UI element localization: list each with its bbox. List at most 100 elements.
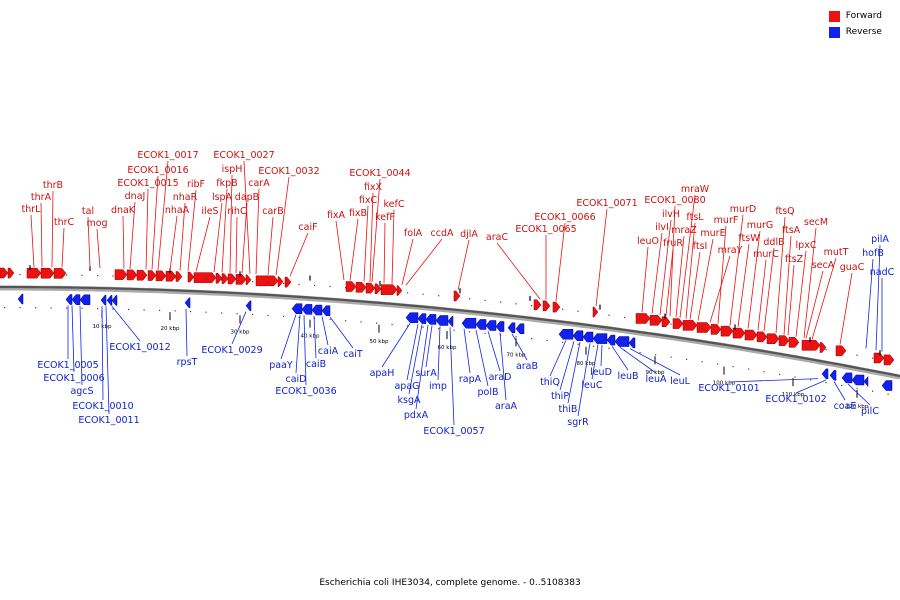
forward-label-leader bbox=[157, 160, 169, 270]
position-dot-lower bbox=[50, 307, 52, 309]
reverse-gene-arrow bbox=[245, 300, 252, 312]
reverse-gene-label: hofB bbox=[862, 248, 884, 259]
forward-gene-label: guaC bbox=[840, 262, 865, 273]
position-dot-upper bbox=[655, 321, 657, 323]
reverse-gene-arrow bbox=[425, 314, 437, 325]
position-dot-lower bbox=[422, 326, 424, 328]
reverse-gene-label: thiP bbox=[551, 391, 569, 402]
forward-label-leader bbox=[87, 216, 91, 268]
forward-swatch bbox=[828, 10, 840, 22]
reverse-gene-arrow bbox=[321, 305, 331, 316]
position-dot-upper bbox=[50, 274, 52, 276]
reverse-gene-label: ECOK1_0101 bbox=[698, 383, 759, 394]
genome-caption: Escherichia coli IHE3034, complete genom… bbox=[319, 578, 581, 588]
position-dot-upper bbox=[670, 323, 672, 325]
reverse-gene-label: apaG bbox=[394, 381, 419, 392]
position-dot-lower bbox=[314, 317, 316, 319]
forward-gene-arrow bbox=[732, 327, 746, 339]
forward-gene-arrow bbox=[277, 276, 284, 287]
reverse-label-leader bbox=[591, 344, 599, 380]
forward-gene-label: fixC bbox=[359, 195, 378, 206]
forward-gene-label: kefF bbox=[375, 212, 395, 223]
reverse-gene-label: pilA bbox=[871, 234, 889, 245]
reverse-label-leader bbox=[577, 343, 591, 417]
forward-gene-label: murD bbox=[730, 204, 757, 215]
position-dot-lower bbox=[562, 341, 564, 343]
position-dot-upper bbox=[159, 276, 161, 278]
position-dot-upper bbox=[97, 275, 99, 277]
forward-gene-label: thrB bbox=[43, 180, 63, 191]
forward-gene-arrow bbox=[374, 283, 382, 294]
position-dot-lower bbox=[546, 339, 548, 342]
forward-gene-arrow bbox=[215, 273, 223, 284]
forward-label-leader bbox=[335, 220, 345, 281]
position-dot-upper bbox=[360, 288, 362, 290]
forward-gene-arrow bbox=[165, 270, 177, 282]
forward-gene-label: ccdA bbox=[431, 228, 454, 239]
forward-gene-arrow bbox=[744, 329, 758, 341]
forward-label-leader bbox=[737, 243, 750, 327]
forward-gene-arrow bbox=[710, 324, 722, 335]
forward-gene-label: ECOK1_0071 bbox=[576, 198, 637, 209]
position-dot-lower bbox=[469, 331, 471, 333]
forward-label-leader bbox=[267, 216, 274, 275]
position-dot-lower bbox=[190, 311, 192, 313]
reverse-label-leader bbox=[406, 324, 419, 381]
reverse-label-leader bbox=[475, 329, 489, 387]
forward-gene-label: ilvI bbox=[655, 222, 669, 233]
forward-label-leader bbox=[839, 272, 853, 345]
reverse-label-leader bbox=[105, 306, 110, 415]
position-dot-upper bbox=[577, 310, 579, 312]
forward-label-leader bbox=[783, 235, 792, 335]
reverse-gene-label: leuD bbox=[590, 367, 612, 378]
reverse-gene-arrow bbox=[106, 295, 113, 306]
reverse-label-lines bbox=[67, 244, 883, 426]
position-dot-upper bbox=[887, 360, 889, 362]
reverse-gene-label: surA bbox=[415, 368, 437, 379]
forward-gene-arrow bbox=[221, 273, 229, 284]
reverse-gene-arrow bbox=[100, 294, 107, 306]
forward-gene-label: rihC bbox=[227, 206, 247, 217]
reverse-gene-arrow bbox=[841, 372, 853, 384]
forward-label-leader bbox=[787, 264, 795, 336]
reverse-gene-arrow bbox=[111, 295, 118, 306]
reverse-genes-layer bbox=[17, 293, 893, 391]
forward-gene-label: araC bbox=[486, 232, 509, 243]
forward-gene-label: ECOK1_0016 bbox=[127, 165, 188, 176]
position-dot-lower bbox=[143, 309, 145, 311]
forward-gene-arrow bbox=[365, 282, 376, 294]
forward-label-leader bbox=[805, 270, 824, 339]
reverse-label-leader bbox=[611, 345, 629, 371]
forward-label-leader bbox=[641, 246, 649, 313]
reverse-gene-label: coaE bbox=[834, 401, 857, 412]
forward-gene-label: ECOK1_0044 bbox=[349, 168, 410, 179]
forward-gene-label: folA bbox=[404, 228, 423, 239]
reverse-gene-label: ECOK1_0011 bbox=[78, 415, 139, 426]
position-dot-upper bbox=[810, 346, 812, 348]
reverse-label-leader bbox=[437, 326, 441, 381]
reverse-gene-label: ECOK1_0036 bbox=[275, 386, 336, 397]
forward-gene-label: ECOK1_0032 bbox=[258, 166, 319, 177]
position-dot-lower bbox=[670, 356, 672, 358]
forward-gene-label: dnaJ bbox=[125, 191, 146, 202]
position-dot-upper bbox=[624, 316, 626, 318]
forward-gene-label: nhaR bbox=[173, 192, 198, 203]
forward-gene-label: kefC bbox=[384, 199, 405, 210]
reverse-gene-arrow bbox=[851, 374, 865, 386]
reverse-label-leader bbox=[728, 378, 819, 383]
forward-gene-arrow bbox=[542, 300, 551, 312]
forward-label-leader bbox=[405, 238, 443, 286]
ruler-tick-label: 40 kbp bbox=[301, 334, 320, 340]
forward-gene-label: ECOK1_0080 bbox=[644, 195, 705, 206]
ruler-tick-label: 90 kbp bbox=[646, 370, 665, 376]
forward-gene-label: caiF bbox=[298, 222, 317, 233]
reverse-gene-arrow bbox=[592, 333, 608, 344]
forward-label-leader bbox=[369, 192, 374, 283]
position-dot-upper bbox=[205, 278, 207, 280]
reverse-gene-label: araD bbox=[489, 372, 512, 383]
forward-gene-arrow bbox=[873, 352, 885, 364]
reverse-label-leader bbox=[600, 344, 603, 367]
genome-backbone bbox=[0, 285, 900, 378]
position-dot-lower bbox=[329, 318, 331, 321]
